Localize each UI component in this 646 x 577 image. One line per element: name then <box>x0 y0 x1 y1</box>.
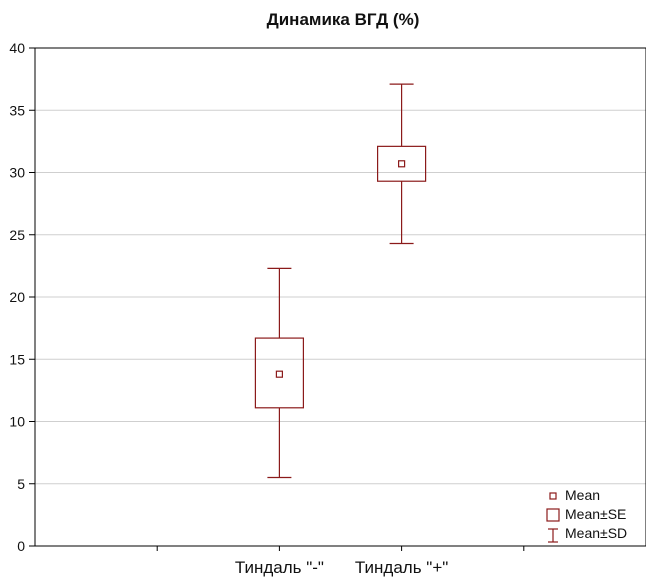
y-tick-label: 25 <box>9 227 25 243</box>
legend-mean-label: Mean <box>565 487 600 503</box>
x-axis: Тиндаль "-" Тиндаль "+" <box>156 546 525 577</box>
mean-marker <box>275 370 283 378</box>
boxplot-marks <box>254 83 427 479</box>
legend-mean-symbol <box>549 492 557 500</box>
y-tick-label: 40 <box>9 40 25 56</box>
se-box <box>254 337 304 409</box>
x-category-label: Тиндаль "-" <box>235 558 324 577</box>
y-tick-label: 0 <box>17 538 25 554</box>
y-tick-label: 20 <box>9 289 25 305</box>
legend: Mean Mean±SE Mean±SD <box>546 487 627 543</box>
x-category-label: Тиндаль "+" <box>355 558 448 577</box>
y-tick-label: 15 <box>9 351 25 367</box>
mean-marker <box>398 160 406 168</box>
se-box <box>377 145 427 182</box>
y-axis: 0 5 10 15 20 25 30 35 40 <box>9 40 35 554</box>
legend-sd-label: Mean±SD <box>565 525 627 541</box>
y-tick-label: 30 <box>9 165 25 181</box>
y-tick-label: 5 <box>17 476 25 492</box>
legend-se-label: Mean±SE <box>565 506 626 522</box>
y-tick-label: 35 <box>9 102 25 118</box>
grid-lines <box>35 109 646 485</box>
chart-title: Динамика ВГД (%) <box>267 10 420 29</box>
y-tick-label: 10 <box>9 414 25 430</box>
legend-se-symbol <box>546 508 560 522</box>
